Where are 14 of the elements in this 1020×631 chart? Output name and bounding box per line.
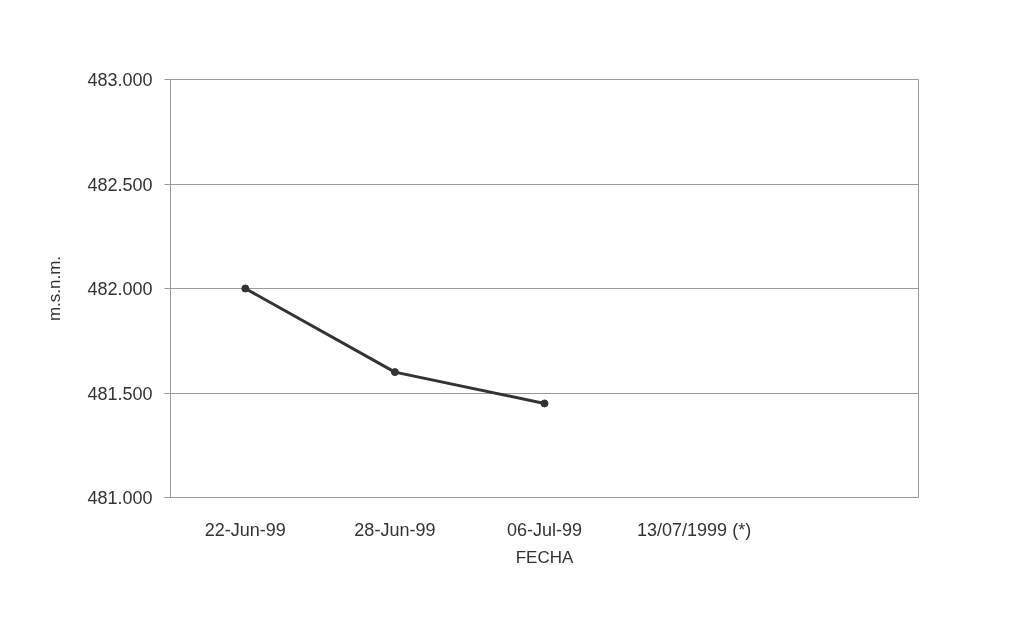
point bbox=[241, 284, 250, 293]
point bbox=[540, 399, 549, 408]
y-tick-label: 482.500 bbox=[87, 174, 153, 195]
x-tick-label: 22-Jun-99 bbox=[204, 519, 286, 540]
point bbox=[390, 368, 399, 377]
x-tick-label: 28-Jun-99 bbox=[354, 519, 436, 540]
y-axis-title: m.s.n.m. bbox=[45, 255, 65, 322]
y-tick-label: 482.000 bbox=[87, 279, 153, 299]
y-tick-label: 483.000 bbox=[87, 70, 153, 90]
x-axis-title: FECHA bbox=[515, 547, 574, 567]
y-tick-label: 481.500 bbox=[87, 383, 153, 404]
x-tick-label: 13/07/1999 (*) bbox=[637, 519, 752, 540]
y-tick-label: 481.000 bbox=[87, 488, 153, 508]
x-tick-label: 06-Jul-99 bbox=[506, 519, 583, 540]
